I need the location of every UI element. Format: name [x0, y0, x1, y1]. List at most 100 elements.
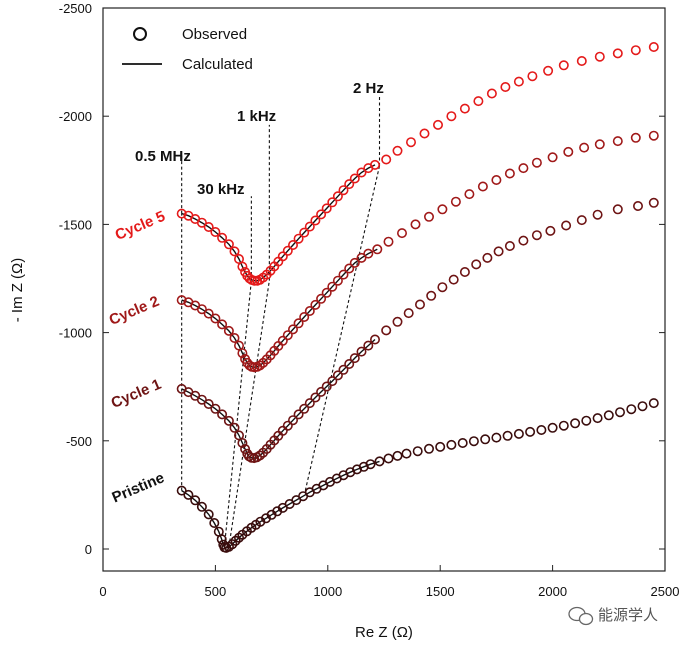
data-point-cycle-1 [282, 420, 293, 431]
data-point-pristine [581, 415, 592, 426]
data-point-cycle-2 [310, 299, 321, 310]
series-label-cycle5: Cycle 5 [113, 208, 168, 244]
y-tick-label: -500 [66, 434, 92, 449]
data-point-cycle-5 [369, 159, 380, 170]
data-point-cycle-1 [545, 225, 556, 236]
legend-calculated-label: Calculated [182, 56, 253, 73]
data-point-pristine [423, 443, 434, 454]
data-point-cycle-2 [383, 236, 394, 247]
data-point-cycle-1 [217, 409, 228, 420]
y-tick-label: -1000 [59, 326, 92, 341]
data-point-cycle-5 [332, 191, 343, 202]
data-point-cycle-2 [316, 293, 327, 304]
data-point-cycle-1 [338, 364, 349, 375]
data-point-pristine [626, 404, 637, 415]
frequency-guide-line [223, 280, 252, 547]
fit-line-pristine [181, 460, 380, 549]
data-point-pristine [196, 501, 207, 512]
data-point-cycle-5 [381, 154, 392, 165]
x-tick-label: 0 [99, 584, 106, 599]
data-point-cycle-5 [217, 232, 228, 243]
data-point-cycle-2 [327, 281, 338, 292]
data-point-cycle-2 [293, 318, 304, 329]
data-point-cycle-2 [299, 311, 310, 322]
data-point-cycle-5 [304, 221, 315, 232]
data-point-pristine [401, 448, 412, 459]
data-point-cycle-2 [396, 228, 407, 239]
data-point-cycle-5 [405, 137, 416, 148]
data-point-cycle-5 [419, 128, 430, 139]
data-point-pristine [183, 489, 194, 500]
data-point-cycle-2 [287, 324, 298, 335]
data-point-cycle-1 [310, 392, 321, 403]
data-point-cycle-2 [349, 257, 360, 268]
data-point-cycle-2 [612, 136, 623, 147]
data-point-cycle-5 [648, 41, 659, 52]
data-point-pristine [365, 459, 376, 470]
data-point-cycle-1 [229, 422, 240, 433]
data-point-cycle-1 [356, 346, 367, 357]
data-point-pristine [547, 422, 558, 433]
data-point-cycle-1 [531, 230, 542, 241]
data-point-pristine [209, 517, 220, 528]
data-point-cycle-5 [612, 48, 623, 59]
data-point-cycle-2 [630, 132, 641, 143]
data-point-cycle-1 [403, 308, 414, 319]
data-point-cycle-5 [293, 233, 304, 244]
data-point-cycle-1 [518, 235, 529, 246]
data-point-cycle-5 [277, 251, 288, 262]
data-point-cycle-2 [176, 295, 187, 306]
data-point-cycle-2 [477, 181, 488, 192]
data-point-cycle-5 [310, 215, 321, 226]
data-point-cycle-1 [223, 415, 234, 426]
data-point-cycle-1 [304, 398, 315, 409]
y-tick-label: -2000 [59, 109, 92, 124]
data-point-cycle-5 [486, 88, 497, 99]
data-point-cycle-1 [349, 353, 360, 364]
freq-label-2hz: 2 Hz [353, 80, 384, 97]
data-point-cycle-5 [500, 82, 511, 93]
data-point-cycle-1 [369, 334, 380, 345]
data-point-cycle-2 [223, 325, 234, 336]
data-point-cycle-1 [482, 252, 493, 263]
data-point-pristine [203, 509, 214, 520]
data-point-cycle-2 [372, 244, 383, 255]
data-point-cycle-1 [504, 241, 515, 252]
data-point-pristine [457, 437, 468, 448]
data-point-cycle-2 [363, 248, 374, 259]
y-axis-title: - Im Z (Ω) [9, 258, 26, 323]
data-point-cycle-5 [344, 179, 355, 190]
data-point-pristine [525, 426, 536, 437]
data-point-cycle-2 [321, 287, 332, 298]
data-point-cycle-2 [277, 335, 288, 346]
data-point-cycle-5 [316, 209, 327, 220]
y-tick-label: -2500 [59, 1, 92, 16]
x-tick-label: 500 [205, 584, 227, 599]
data-point-cycle-5 [513, 76, 524, 87]
data-point-cycle-1 [471, 259, 482, 270]
data-point-cycle-1 [254, 450, 265, 461]
data-point-cycle-2 [237, 348, 248, 359]
data-point-cycle-5 [594, 51, 605, 62]
data-point-cycle-5 [432, 119, 443, 130]
data-point-cycle-2 [518, 163, 529, 174]
data-point-cycle-1 [210, 403, 221, 414]
data-point-pristine [570, 418, 581, 429]
data-point-pristine [468, 436, 479, 447]
data-point-cycle-1 [237, 437, 248, 448]
data-point-cycle-2 [332, 275, 343, 286]
data-point-cycle-2 [210, 313, 221, 324]
data-point-cycle-1 [648, 197, 659, 208]
data-point-cycle-5 [349, 173, 360, 184]
data-point-cycle-5 [327, 197, 338, 208]
data-point-cycle-2 [229, 332, 240, 343]
data-point-cycle-1 [414, 299, 425, 310]
data-point-cycle-5 [321, 203, 332, 214]
data-point-cycle-1 [392, 316, 403, 327]
legend-observed-marker [133, 27, 147, 41]
data-point-cycle-1 [612, 204, 623, 215]
data-point-cycle-2 [282, 330, 293, 341]
data-point-cycle-1 [632, 201, 643, 212]
data-point-cycle-1 [287, 415, 298, 426]
